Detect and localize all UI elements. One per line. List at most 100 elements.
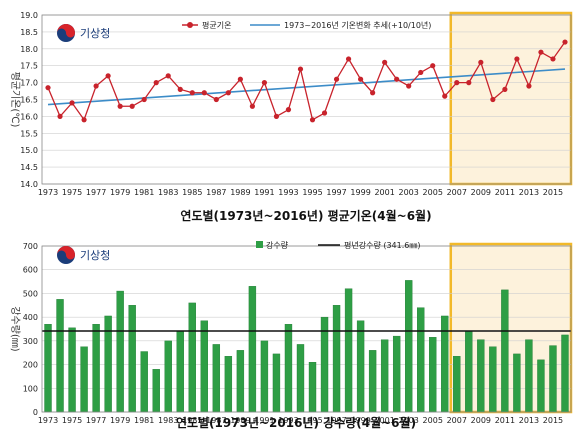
x-tick-label: 1995: [302, 188, 322, 197]
bar: [200, 320, 208, 413]
legend: 강수량 평년강수량 (341.6㎜): [256, 240, 421, 250]
data-point: [201, 90, 207, 96]
kma-logo: 기상청: [57, 24, 110, 42]
x-tick-label: 1975: [62, 416, 82, 425]
x-tick-label: 2007: [447, 188, 467, 197]
chart-title: 연도별(1973년~2016년) 평균기온(4월~6월): [180, 208, 431, 223]
x-tick-label: 2003: [399, 188, 419, 197]
bar: [260, 340, 269, 413]
data-point: [117, 103, 123, 109]
bar: [248, 286, 257, 413]
x-tick-label: 1999: [350, 188, 370, 197]
y-tick-label: 100: [23, 384, 38, 393]
x-tick-label: 1975: [62, 188, 82, 197]
y-tick-label: 400: [23, 313, 38, 322]
bar: [152, 369, 160, 413]
y-axis-label: 강수량(㎜): [9, 306, 21, 352]
bar: [489, 346, 497, 413]
y-tick-label: 700: [23, 242, 38, 251]
data-point: [105, 73, 111, 79]
x-tick-labels: 1973 1975 1977 1979 1981 1983 1985 1987 1989 1991…: [38, 188, 563, 197]
data-point: [562, 39, 568, 45]
bar: [501, 289, 509, 413]
data-point: [418, 69, 424, 76]
data-point: [69, 100, 75, 106]
data-point: [321, 110, 328, 116]
x-tick-label: 1979: [110, 416, 130, 425]
data-point: [249, 103, 255, 109]
x-tick-label: 1999: [350, 416, 370, 425]
x-tick-label: 1997: [326, 416, 346, 425]
data-point: [225, 90, 231, 96]
bar: [392, 335, 401, 413]
x-tick-label: 1983: [158, 188, 178, 197]
plot-frame: [41, 245, 572, 413]
x-tick-labels: 1973 1975 1977 1979 1981 1983 1985 1987 1989 1991…: [38, 416, 563, 425]
data-point: [406, 83, 412, 89]
bar: [368, 350, 377, 413]
data-point: [345, 56, 352, 62]
bar: [284, 324, 293, 413]
bar: [236, 350, 245, 413]
data-point: [490, 96, 496, 103]
data-point: [478, 59, 484, 65]
data-point: [45, 85, 51, 91]
data-point: [309, 117, 316, 123]
x-tick-label: 1979: [110, 188, 130, 197]
bar: [525, 339, 533, 413]
brand-label: 기상청: [80, 27, 110, 40]
x-tick-label: 2013: [519, 416, 539, 425]
y-tick-label: 14.5: [20, 163, 38, 172]
data-point: [442, 93, 448, 99]
bar: [477, 339, 485, 413]
x-tick-label: 1981: [134, 416, 154, 425]
data-point: [382, 59, 388, 65]
bar: [188, 302, 196, 413]
data-point: [93, 83, 99, 89]
x-tick-label: 1987: [206, 416, 226, 425]
data-point: [370, 90, 376, 96]
data-point: [177, 86, 183, 92]
data-point: [526, 83, 532, 89]
data-point: [358, 76, 364, 82]
bar: [128, 305, 136, 413]
data-point: [261, 80, 268, 86]
x-tick-label: 1993: [278, 188, 298, 197]
x-tick-label: 1973: [38, 188, 58, 197]
data-point: [430, 63, 436, 69]
data-point: [285, 107, 292, 113]
y-tick-label: 17.5: [20, 62, 38, 71]
x-tick-label: 1985: [182, 188, 202, 197]
y-axis-label: 평균기온(℃): [9, 72, 21, 128]
highlight-region: [449, 11, 573, 186]
y-tick-label: 16.0: [20, 112, 38, 121]
data-point: [129, 103, 135, 109]
bar: [92, 324, 100, 413]
bar: [44, 324, 52, 413]
y-tick-labels: 14.0 14.5 15.0 15.5 16.0 16.5 17.0 17.5 18.0 18.5…: [20, 11, 38, 189]
x-tick-label: 2001: [374, 416, 394, 425]
taegeuk-icon: [57, 24, 75, 42]
data-point: [394, 76, 400, 82]
data-point: [297, 66, 304, 72]
data-point: [81, 117, 87, 123]
y-tick-label: 17.0: [20, 79, 38, 88]
bar: [272, 353, 281, 413]
x-tick-label: 1993: [278, 416, 298, 425]
temperature-points: [45, 39, 568, 123]
y-tick-label: 18.5: [20, 28, 38, 37]
data-point: [57, 113, 63, 119]
x-tick-label: 1989: [230, 188, 250, 197]
x-tick-label: 1989: [230, 416, 250, 425]
legend: 평균기온 1973~2016년 기온변화 추세(+10/10년): [182, 20, 431, 30]
bar: [561, 334, 569, 413]
data-point: [273, 113, 280, 119]
bar: [405, 280, 413, 413]
data-point: [153, 80, 159, 86]
chart-title: 연도별(1973년~2016년) 강수량(4월~6월): [176, 415, 416, 430]
x-tick-label: 2011: [495, 416, 515, 425]
x-tick-label: 2005: [423, 188, 443, 197]
bar: [140, 351, 148, 413]
bar: [176, 331, 184, 413]
